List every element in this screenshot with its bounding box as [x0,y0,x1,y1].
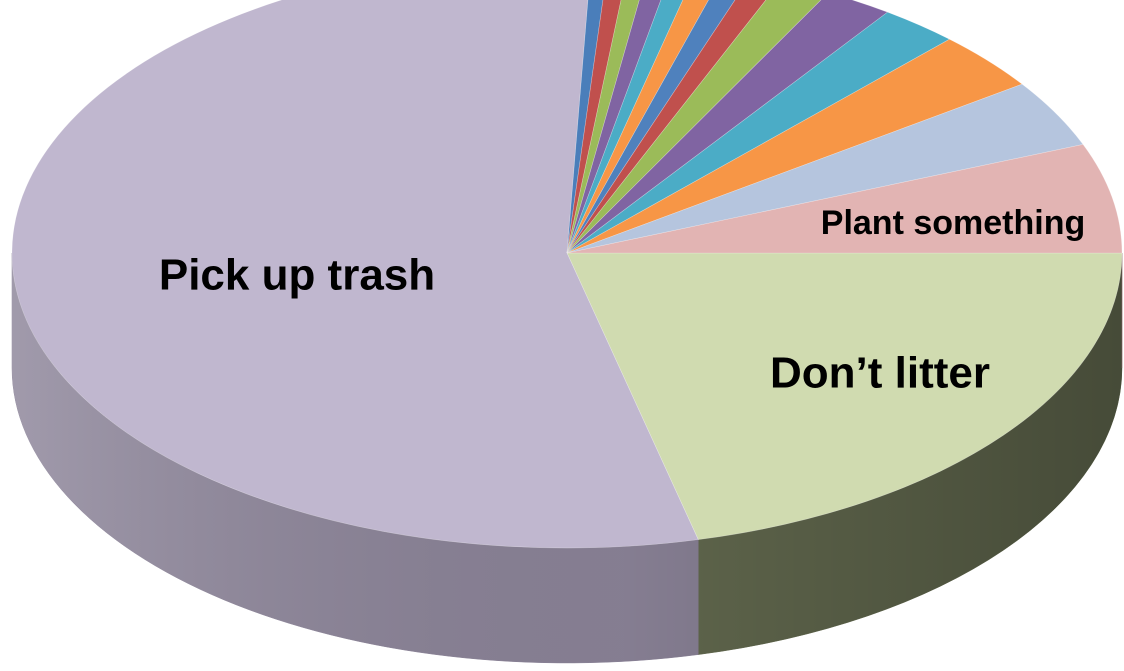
pie-slice-label: Plant something [821,204,1085,242]
pie-slice-13 [566,38,1023,254]
pie-side-shading [12,253,1122,663]
pie-slice-3 [566,0,622,254]
pie-slice-9 [566,0,767,254]
pie-slice-14 [566,83,1084,254]
pie-slice-2 [566,0,604,254]
pie-slice-0 [566,252,1123,540]
pie-top-faces [11,0,1123,549]
pie-slice-12 [566,11,951,254]
pie-slice-15 [566,144,1123,254]
pie-slice-label: Don’t litter [770,349,990,398]
pie-labels: Don’t litter Pick up trash Plant something [159,204,1085,398]
pie-slice-5 [566,0,662,254]
pie-slice-11 [566,0,889,254]
pie-slice-label: Pick up trash [159,251,435,300]
pie-slice-4 [566,0,640,254]
pie-slice-1 [11,0,699,549]
